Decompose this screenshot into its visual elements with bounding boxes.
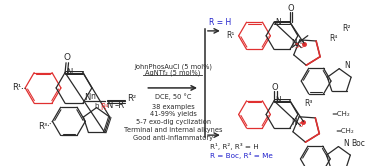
Text: N: N [291, 118, 297, 127]
Text: JohnPhosAuCl (5 mol%): JohnPhosAuCl (5 mol%) [134, 63, 212, 69]
Text: R¹: R¹ [12, 84, 21, 92]
Text: R = Boc, R⁴ = Me: R = Boc, R⁴ = Me [210, 152, 273, 159]
Text: N: N [275, 18, 281, 27]
Text: O: O [288, 4, 294, 13]
Text: 5-7: 5-7 [294, 43, 306, 49]
Text: 5: 5 [298, 122, 303, 128]
Text: R = H: R = H [209, 18, 231, 27]
Text: R³: R³ [38, 122, 48, 131]
Text: R⁴: R⁴ [329, 34, 338, 43]
Text: Boc: Boc [351, 139, 365, 148]
Text: O: O [272, 83, 278, 92]
Text: N: N [66, 68, 73, 77]
Text: =CH₂: =CH₂ [335, 128, 354, 134]
Text: R²: R² [128, 94, 137, 103]
Text: O: O [64, 53, 71, 62]
Text: R²: R² [342, 24, 350, 33]
Text: AgNTf₂ (5 mol%): AgNTf₂ (5 mol%) [146, 70, 201, 76]
Text: N: N [344, 61, 350, 70]
Text: Good anti-inflammatory: Good anti-inflammatory [133, 135, 213, 141]
Text: n: n [300, 39, 304, 45]
Text: N: N [107, 101, 113, 110]
Text: =CH₂: =CH₂ [331, 111, 350, 117]
Text: –R: –R [115, 101, 125, 110]
Text: R³: R³ [304, 99, 313, 108]
Text: DCE, 50 °C: DCE, 50 °C [155, 93, 191, 100]
Text: N: N [343, 139, 349, 148]
Text: Terminal and internal alkynes: Terminal and internal alkynes [124, 127, 222, 133]
Text: 41-99% yields: 41-99% yields [150, 112, 197, 117]
Text: 5-7 exo-dig cyclization: 5-7 exo-dig cyclization [136, 119, 211, 125]
Text: N: N [291, 39, 297, 48]
Text: N: N [84, 93, 90, 102]
Text: n: n [90, 92, 95, 101]
Text: 38 examples: 38 examples [152, 104, 195, 110]
Text: R¹, R², R³ = H: R¹, R², R³ = H [210, 143, 259, 150]
Text: h: h [94, 103, 99, 109]
Text: R⁴: R⁴ [100, 103, 108, 112]
Text: R¹: R¹ [226, 31, 235, 40]
Text: N: N [275, 96, 281, 105]
